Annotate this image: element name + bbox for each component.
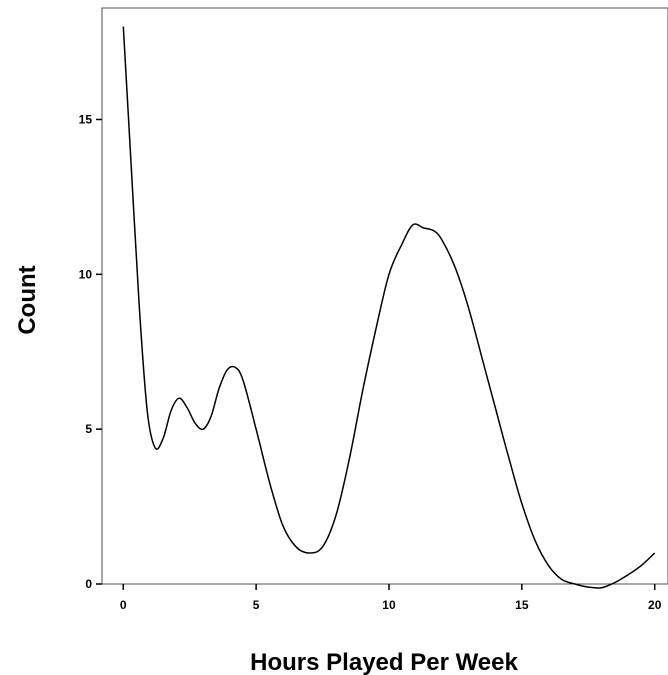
x-tick-label: 15	[515, 598, 529, 612]
y-axis-title: Count	[14, 265, 41, 334]
plot-frame	[101, 7, 668, 585]
x-axis: 0 5 10 15 20	[120, 584, 662, 612]
y-tick-label: 0	[85, 577, 92, 591]
y-tick-label: 15	[79, 112, 93, 126]
x-axis-title: Hours Played Per Week	[250, 649, 518, 675]
y-tick-label: 10	[79, 267, 93, 281]
x-tick-label: 0	[120, 598, 127, 612]
series-line	[122, 26, 656, 589]
y-tick-label: 5	[85, 422, 92, 436]
x-tick-label: 5	[253, 598, 260, 612]
x-tick-label: 10	[382, 598, 396, 612]
x-tick-label: 20	[648, 598, 662, 612]
y-axis: 0 5 10 15	[79, 112, 102, 591]
